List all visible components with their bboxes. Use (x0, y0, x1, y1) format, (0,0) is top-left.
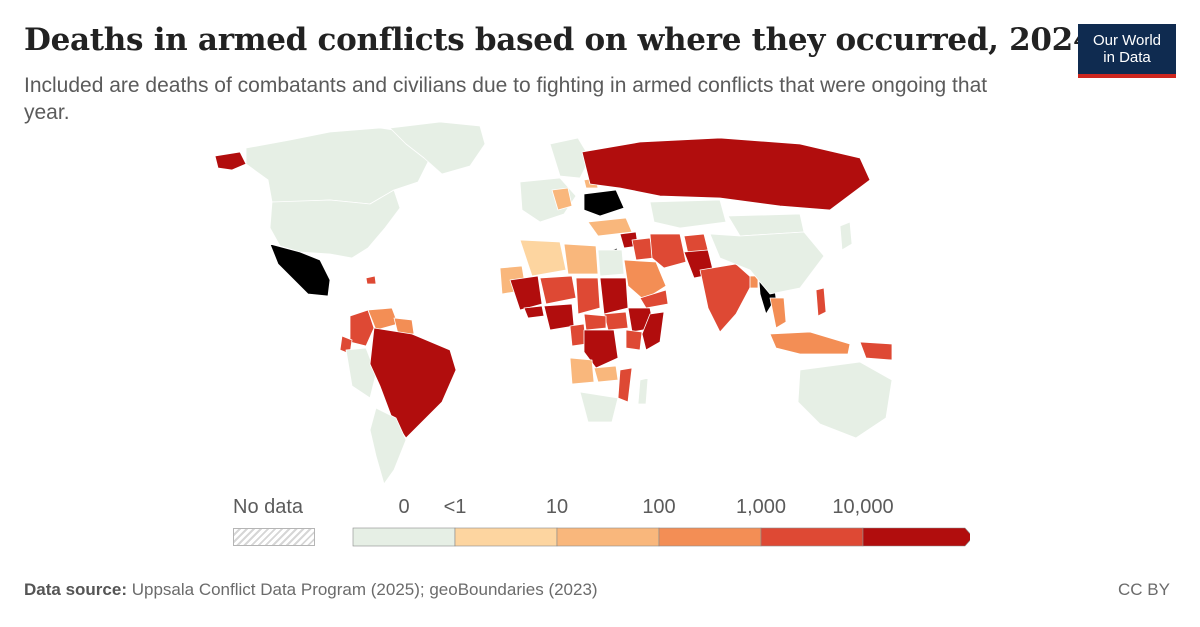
region-haiti: Haiti (366, 276, 376, 284)
region-zambia: Zambia (594, 366, 618, 382)
region-cameroon: Cameroon (570, 324, 586, 346)
license-link[interactable]: CC BY (1118, 580, 1170, 600)
region-japan: Japan (840, 222, 852, 250)
legend-bin-1 (455, 528, 557, 546)
chart-title: Deaths in armed conflicts based on where… (24, 22, 1094, 58)
region-mali: Mali (510, 276, 542, 310)
region-libya: Libya (564, 244, 598, 274)
region-egypt: Egypt (598, 250, 624, 276)
logo-line-1: Our World (1093, 32, 1161, 49)
region-australia: Australia (798, 362, 892, 438)
no-data-label: No data (233, 496, 303, 519)
legend-tick-label: <1 (444, 496, 467, 519)
region-niger: Niger (540, 276, 576, 304)
region-angola: Angola (570, 358, 594, 384)
region-kenya: Kenya (626, 330, 642, 350)
region-kazakhstan: Kazakhstan (650, 200, 726, 228)
legend-bin-0 (353, 528, 455, 546)
legend-tick-label: 1,000 (736, 496, 786, 519)
region-sudan: Sudan (600, 278, 628, 314)
legend-tick-label: 0 (398, 496, 409, 519)
region-central-african-republic: Central African Republic (584, 314, 606, 330)
data-source-label: Data source: (24, 580, 127, 599)
region-nigeria: Nigeria (544, 304, 574, 330)
color-legend (350, 524, 970, 554)
region-south-africa: South Africa (580, 392, 618, 422)
no-data-swatch (233, 528, 315, 546)
region-chad: Chad (576, 278, 600, 314)
region-philippines: Philippines (816, 288, 826, 316)
region-india: India (700, 264, 754, 332)
owid-logo[interactable]: Our World in Data (1078, 24, 1176, 78)
legend-bin-2 (557, 528, 659, 546)
region-algeria: Algeria (520, 240, 566, 276)
region-madagascar: Madagascar (638, 378, 648, 404)
region-papua-new-guinea: Papua New Guinea (860, 342, 892, 360)
region-russia: Russia (582, 138, 870, 210)
legend-bin-4 (761, 528, 863, 546)
region-mozambique: Mozambique (618, 368, 632, 402)
legend-tick-label: 100 (642, 496, 675, 519)
legend-tick-label: 10,000 (832, 496, 893, 519)
region-south-sudan: South Sudan (604, 312, 628, 330)
logo-line-2: in Data (1103, 49, 1151, 66)
region-ukraine: Ukraine (584, 190, 624, 216)
legend-tick-label: 10 (546, 496, 568, 519)
legend-bin-5 (863, 528, 970, 546)
legend-bin-3 (659, 528, 761, 546)
region-indonesia: Indonesia (770, 332, 850, 354)
region-alaska: Alaska (215, 152, 246, 170)
region-thailand: Thailand (770, 298, 786, 328)
world-map: AlaskaCanadaGreenlandUnited StatesMexico… (180, 118, 900, 488)
data-source-text: Uppsala Conflict Data Program (2025); ge… (132, 580, 598, 599)
data-source: Data source: Uppsala Conflict Data Progr… (24, 580, 598, 600)
region-burkina-faso: Burkina Faso (524, 306, 544, 318)
